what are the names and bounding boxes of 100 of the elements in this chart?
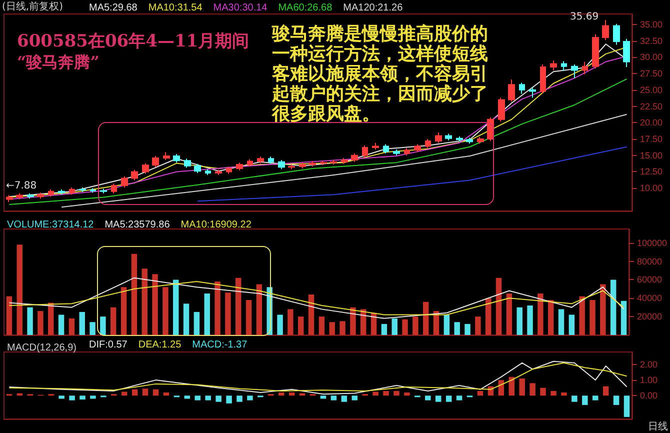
bar <box>464 324 470 335</box>
candlestick <box>142 162 149 174</box>
bar <box>80 396 86 400</box>
y-tick-label: 32.50 <box>640 36 663 46</box>
candlestick <box>362 145 368 158</box>
text: MA5:23579.86 <box>104 220 170 230</box>
bar <box>16 244 22 335</box>
bar <box>173 280 179 335</box>
candlestick <box>247 158 253 167</box>
candlestick <box>173 154 180 164</box>
bar <box>247 396 253 400</box>
candlestick <box>268 156 274 164</box>
bar <box>38 311 44 335</box>
candlestick <box>226 166 232 174</box>
bar <box>256 284 262 335</box>
bar <box>6 296 12 335</box>
candlestick <box>435 132 442 144</box>
candlestick <box>341 157 348 164</box>
candlestick <box>414 144 421 153</box>
candlestick <box>79 186 86 193</box>
annotation: 35.69 <box>570 12 599 22</box>
candlestick <box>404 148 410 156</box>
candlestick <box>540 64 546 94</box>
bar <box>582 396 588 405</box>
candlestick <box>184 158 191 168</box>
candlestick <box>111 183 117 194</box>
bar <box>58 396 64 399</box>
y-tick-label: 27.50 <box>640 68 663 79</box>
bar <box>435 396 442 402</box>
candlestick <box>205 168 211 176</box>
bar <box>204 294 210 335</box>
y-tick-label: 35.00 <box>640 19 663 30</box>
bar <box>516 307 522 335</box>
candlestick <box>37 192 44 200</box>
y-tick-label: 40000 <box>636 293 662 304</box>
candlestick <box>393 148 400 156</box>
candlestick <box>550 60 557 71</box>
bar <box>340 321 346 335</box>
bar <box>152 389 159 396</box>
candlestick <box>121 176 128 188</box>
bar <box>519 378 525 396</box>
candlestick <box>383 144 389 154</box>
bar <box>561 392 567 396</box>
bar <box>216 396 222 402</box>
y-tick-label: 30.00 <box>640 52 663 62</box>
bar <box>152 274 158 335</box>
bar <box>602 386 609 396</box>
bar <box>131 254 138 335</box>
candlestick <box>288 164 295 170</box>
bar <box>527 306 533 335</box>
bar <box>590 300 596 335</box>
bar <box>225 292 231 335</box>
y-tick-label: 0.00 <box>640 390 658 401</box>
text: (日线,前复权) <box>2 0 64 12</box>
bar <box>404 392 410 396</box>
bar <box>352 396 358 400</box>
bar <box>214 282 220 335</box>
series-label: VOLUME:37314.12 <box>7 220 94 230</box>
bar <box>454 322 460 335</box>
bar <box>381 324 388 335</box>
candlestick <box>372 142 379 150</box>
bar <box>579 296 585 335</box>
bar <box>558 309 564 335</box>
bar <box>69 396 75 400</box>
text: MA10:16909.22 <box>180 220 252 230</box>
bar <box>402 319 408 335</box>
candlestick <box>623 38 630 68</box>
bar <box>540 388 546 396</box>
candlestick <box>194 163 201 174</box>
candlestick <box>131 169 138 181</box>
candlestick <box>456 136 463 142</box>
text: MA5:29.68 <box>89 2 138 14</box>
bar <box>298 316 304 335</box>
candlestick <box>215 169 222 176</box>
bar <box>538 294 544 335</box>
bar <box>341 396 348 402</box>
bar <box>610 280 616 335</box>
y-tick-label: 20.00 <box>640 118 663 128</box>
bar <box>485 298 492 335</box>
candlestick <box>582 61 588 75</box>
candlestick <box>351 152 358 162</box>
bar <box>236 396 242 402</box>
bar <box>288 309 294 335</box>
bar <box>226 396 232 404</box>
candlestick <box>48 188 54 198</box>
bar <box>27 307 33 335</box>
candlestick <box>320 160 327 166</box>
y-tick-label: 15.00 <box>640 150 663 160</box>
bar <box>329 322 335 335</box>
bar <box>506 294 512 335</box>
y-tick-label: 80000 <box>636 256 662 266</box>
candlestick <box>69 186 75 196</box>
candlestick <box>309 160 316 167</box>
annotation: ←7.88 <box>6 180 37 192</box>
candlestick <box>466 137 473 144</box>
bar <box>624 396 630 417</box>
text: MA10:31.54 <box>148 2 203 14</box>
candlestick <box>498 97 505 122</box>
bar <box>278 392 284 396</box>
y-tick-label: 100000 <box>636 238 668 248</box>
